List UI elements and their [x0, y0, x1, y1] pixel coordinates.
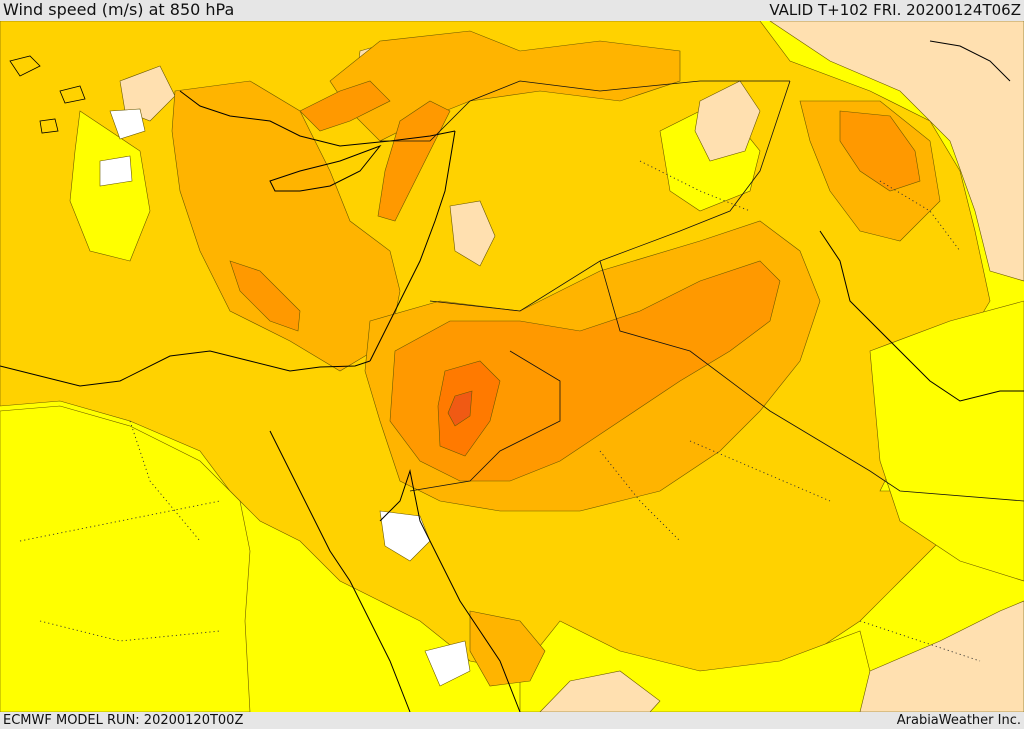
wind-band-16-20-redsea [469, 610, 546, 687]
wind-band-20-24-cyprus [229, 260, 301, 332]
coastline-north-africa [0, 350, 371, 387]
islands-aegean [9, 55, 86, 134]
wind-band-4-8-sudan [539, 670, 661, 712]
coastline-red-sea-east [379, 469, 521, 712]
wind-band-lt4-aqaba [379, 510, 431, 562]
wind-band-lt4-sudan [424, 640, 471, 687]
wind-band-8-12-sea [69, 110, 151, 262]
wind-band-20-24-levant-ridge [377, 100, 451, 222]
wind-band-28-32-jordan [447, 390, 473, 427]
coastline-red-sea-west [269, 430, 411, 712]
credit: ArabiaWeather Inc. [896, 713, 1021, 728]
wind-band-4-8-greece [119, 65, 176, 122]
wind-band-8-12-east [869, 300, 1024, 582]
wind-band-4-8-iran [769, 21, 1024, 282]
coastline-gulf [819, 230, 1024, 402]
model-run: ECMWF MODEL RUN: 20200120T00Z [3, 713, 244, 728]
header-bar: Wind speed (m/s) at 850 hPa VALID T+102 … [0, 0, 1024, 21]
wind-band-4-8-levant [449, 200, 496, 267]
wind-band-20-24-turkey [299, 80, 391, 132]
coastline-levant [369, 130, 456, 362]
wind-band-8-12-egypt [0, 405, 251, 712]
wind-band-lt4-patch1 [109, 108, 146, 140]
coastline-turkey [179, 90, 456, 147]
border-lines [380, 80, 1024, 502]
coastline-cyprus [269, 144, 382, 192]
valid-time: VALID T+102 FRI. 20200124T06Z [769, 1, 1021, 19]
wind-speed-map[interactable] [0, 21, 1024, 712]
wind-band-20-24-iraq [839, 110, 921, 192]
wind-band-20-24-jordan [389, 260, 781, 482]
map-title: Wind speed (m/s) at 850 hPa [3, 0, 235, 19]
wind-band-lt4-patch2 [99, 155, 133, 187]
footer-bar: ECMWF MODEL RUN: 20200120T00Z ArabiaWeat… [0, 712, 1024, 729]
coastline-caspian [929, 40, 1011, 82]
wind-band-4-8-arabia [859, 600, 1024, 712]
dotted-boundaries [19, 160, 981, 662]
